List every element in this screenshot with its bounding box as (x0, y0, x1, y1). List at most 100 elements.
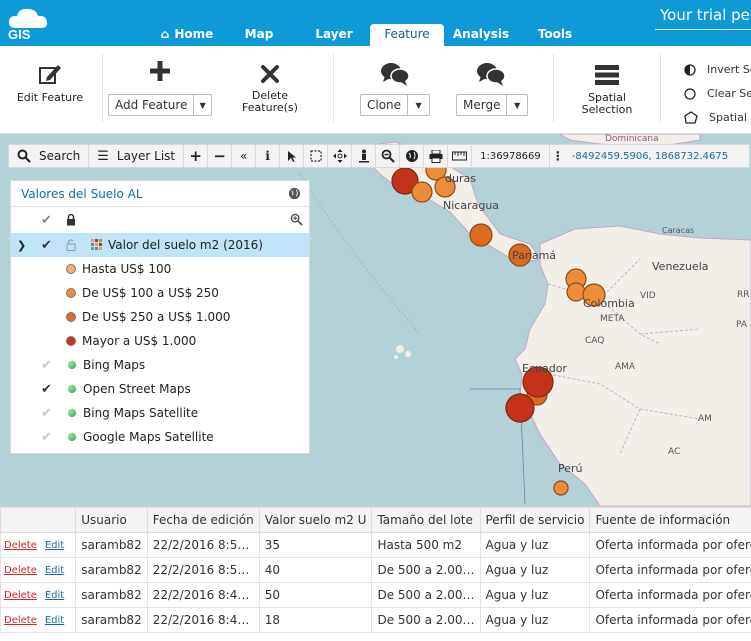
unlock-icon[interactable] (66, 239, 76, 251)
table-cell: Agua y luz (479, 607, 591, 633)
edit-feature-button[interactable]: Edit Feature (14, 62, 86, 104)
search-button[interactable]: Search (9, 145, 90, 167)
map-label-dominicana: Dominicana (605, 134, 659, 144)
map-label-colombia: Colombia (583, 297, 635, 310)
table-row[interactable]: Delete Edit saramb82 22/2/2016 8:4… 18 De 500… (0, 607, 751, 633)
ribbon-divider (553, 54, 554, 122)
spatial-selection-button[interactable]: Spatial Selection (570, 64, 644, 116)
clone-icon-wrap (379, 61, 411, 93)
basemap-check[interactable]: ✔ (41, 357, 52, 373)
person-icon (358, 149, 369, 163)
delete-row-link[interactable]: Delete (4, 589, 37, 601)
edit-row-link[interactable]: Edit (44, 539, 65, 551)
printer-icon (429, 149, 443, 163)
zoom-out-button[interactable]: − (208, 145, 233, 167)
table-cell: 22/2/2016 8:5… (146, 532, 260, 558)
table-row[interactable]: Delete Edit saramb82 22/2/2016 8:4… 50 De 500… (0, 582, 751, 608)
chevron-down-icon[interactable]: ❯ (17, 238, 27, 252)
table-cell: Hasta 500 m2 (371, 532, 481, 558)
spatial-filter-button[interactable]: Spatial Fi (684, 111, 751, 124)
check-all-icon[interactable]: ✔ (41, 212, 52, 228)
column-header[interactable]: Perfil de servicio (479, 507, 591, 533)
lock-icon[interactable] (66, 214, 76, 226)
identify-button[interactable]: i (256, 145, 281, 167)
column-header[interactable]: Fuente de información (589, 507, 751, 533)
legend-label: De US$ 100 a US$ 250 (82, 286, 219, 300)
basemap-row-bing-satellite[interactable]: ✔ Bing Maps Satellite (11, 401, 309, 425)
delete-row-link[interactable]: Delete (4, 539, 37, 551)
legend-swatch (66, 264, 76, 274)
legend-swatch (66, 288, 76, 298)
chevron-down-icon[interactable]: ▼ (407, 95, 429, 115)
box-select-button[interactable] (304, 145, 329, 167)
column-header-actions (0, 507, 77, 533)
tab-analysis[interactable]: Analysis (452, 27, 510, 41)
tab-feature[interactable]: Feature (370, 24, 444, 46)
chevron-down-icon[interactable]: ▼ (193, 95, 211, 115)
more-options-button[interactable]: ⋮ (550, 145, 566, 167)
layer-visible-check[interactable]: ✔ (41, 237, 52, 253)
clone-label: Clone (367, 98, 402, 112)
zoom-to-layer-icon[interactable] (290, 213, 303, 226)
tab-layer[interactable]: Layer (315, 27, 353, 41)
tab-map[interactable]: Map (244, 27, 274, 41)
layer-list-label: Layer List (116, 149, 176, 163)
measure-button[interactable] (448, 145, 473, 167)
legend-label: Mayor a US$ 1.000 (82, 334, 197, 348)
basemap-row-osm[interactable]: ✔ Open Street Maps (11, 377, 309, 401)
table-cell: Oferta informada por oferente (589, 582, 751, 608)
basemap-row-bing[interactable]: ✔ Bing Maps (11, 353, 309, 377)
pan-button[interactable] (328, 145, 353, 167)
edit-row-link[interactable]: Edit (44, 564, 65, 576)
plus-icon (150, 61, 170, 81)
layer-row-valor-suelo[interactable]: ❯ ✔ Valor del suelo m2 (2016) (11, 233, 309, 257)
column-header[interactable]: Fecha de edición (146, 507, 260, 533)
clone-button[interactable]: Clone ▼ (360, 94, 430, 116)
basemap-row-google-satellite[interactable]: ✔ Google Maps Satellite (11, 425, 309, 449)
collapse-button[interactable]: « (232, 145, 257, 167)
delete-row-link[interactable]: Delete (4, 564, 37, 576)
row-actions: Delete Edit (0, 607, 77, 633)
map-label-peru: Perú (558, 462, 583, 475)
merge-button[interactable]: Merge ▼ (456, 94, 528, 116)
map-label-ecuador: Ecuador (522, 362, 567, 375)
ribbon-divider (660, 54, 661, 122)
row-actions: Delete Edit (0, 557, 77, 583)
map-label-meta: META (600, 314, 625, 324)
trial-banner[interactable]: Your trial perio (660, 6, 751, 24)
street-view-button[interactable] (352, 145, 377, 167)
table-cell: saramb82 (75, 557, 148, 583)
search-label: Search (39, 149, 81, 163)
globe-icon[interactable] (288, 187, 301, 200)
clear-selection-button[interactable]: Clear Sel (684, 87, 751, 100)
basemap-label: Open Street Maps (83, 382, 191, 396)
zoom-box-button[interactable] (376, 145, 401, 167)
pointer-button[interactable] (280, 145, 305, 167)
edit-row-link[interactable]: Edit (44, 614, 65, 626)
basemap-check[interactable]: ✔ (41, 429, 52, 445)
chevron-down-icon[interactable]: ▼ (506, 95, 527, 115)
chat-bubbles-icon (381, 63, 410, 86)
dashed-box-icon (310, 150, 322, 162)
column-header[interactable]: Tamaño del lote (371, 507, 481, 533)
edit-row-link[interactable]: Edit (44, 589, 65, 601)
table-row[interactable]: Delete Edit saramb82 22/2/2016 8:5… 40 De 500… (0, 557, 751, 583)
zoom-in-button[interactable]: + (184, 145, 209, 167)
layer-list-button[interactable]: ☰ Layer List (89, 145, 185, 167)
tab-tools[interactable]: Tools (537, 27, 573, 41)
tab-home[interactable]: ⌂ Home (153, 24, 221, 46)
delete-features-button[interactable]: Delete Feature(s) (232, 64, 308, 114)
delete-row-link[interactable]: Delete (4, 614, 37, 626)
table-cell: De 500 a 2.00… (371, 557, 481, 583)
column-header[interactable]: Valor suelo m2 U (258, 507, 373, 533)
info-icon: i (265, 149, 270, 163)
table-row[interactable]: Delete Edit saramb82 22/2/2016 8:5… 35 Hasta … (0, 532, 751, 558)
column-header[interactable]: Usuario (75, 507, 148, 533)
add-feature-button[interactable]: Add Feature ▼ (108, 94, 212, 116)
basemap-check[interactable]: ✔ (41, 405, 52, 421)
full-extent-button[interactable] (400, 145, 425, 167)
basemap-check[interactable]: ✔ (41, 381, 52, 397)
print-button[interactable] (424, 145, 449, 167)
invert-selection-button[interactable]: Invert Sel (684, 63, 751, 76)
legend-item: De US$ 100 a US$ 250 (11, 281, 309, 305)
